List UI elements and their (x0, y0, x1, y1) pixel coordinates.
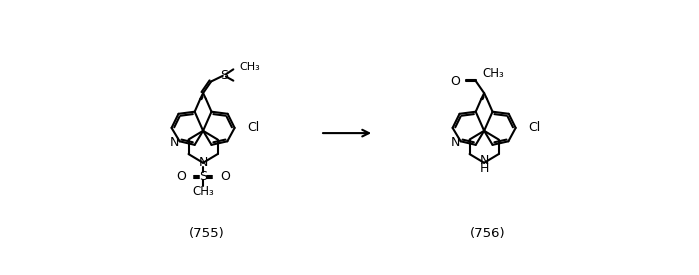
Text: CH₃: CH₃ (482, 67, 504, 79)
Text: (755): (755) (189, 227, 225, 240)
Text: H: H (480, 163, 489, 175)
Text: S: S (220, 68, 229, 82)
Text: S: S (199, 170, 207, 183)
Text: CH₃: CH₃ (240, 62, 260, 72)
Text: N: N (480, 154, 489, 167)
Text: CH₃: CH₃ (192, 185, 214, 198)
Text: O: O (220, 170, 230, 183)
Text: O: O (176, 170, 186, 183)
Text: N: N (170, 136, 179, 148)
Text: Cl: Cl (247, 121, 259, 134)
Text: N: N (199, 156, 208, 169)
Text: N: N (451, 136, 460, 148)
Text: Cl: Cl (528, 121, 540, 134)
Text: O: O (450, 75, 460, 88)
Text: (756): (756) (470, 227, 506, 240)
